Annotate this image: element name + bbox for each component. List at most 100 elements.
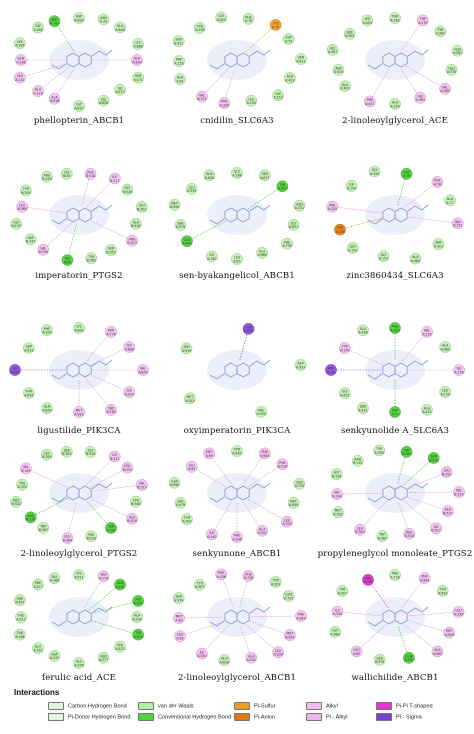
ligand-structure (209, 204, 271, 225)
residue-number: B:387 (39, 528, 48, 532)
residue-name: PHE (245, 572, 251, 576)
residue-name: MET (176, 615, 183, 619)
residue-circle (97, 13, 110, 26)
residue-circle (114, 640, 126, 653)
residue-number: A:985 (433, 652, 442, 656)
residue-name: PHE (88, 533, 94, 537)
residue-number: A:186 (33, 28, 42, 32)
residue-number: A:838 (205, 176, 214, 180)
residue-name: GLY (124, 186, 130, 190)
residue-number: A:150 (348, 248, 357, 252)
residue-circle (400, 446, 413, 458)
residue-number: A:454 (363, 21, 372, 25)
residue-circle (181, 235, 193, 247)
residue-name: TYR (196, 581, 204, 585)
interaction-line (90, 220, 133, 241)
residue-name: MET (186, 395, 193, 399)
residue-circle (389, 322, 401, 334)
residue-name: PHE (392, 325, 398, 329)
panel-caption: oxyimperatorin_PIK3CA (183, 426, 291, 436)
residue-number: B:120 (353, 461, 362, 465)
residue-circle (272, 646, 284, 659)
residue-circle (295, 610, 307, 622)
interaction-line (245, 24, 276, 53)
residue-number: B:385 (131, 502, 140, 506)
residue-name: TYR (183, 516, 191, 520)
residue-name: GLU (448, 66, 455, 70)
residue-number: A:79 (391, 412, 398, 416)
interaction-line (337, 492, 382, 495)
residue-number: A:340 (333, 612, 342, 616)
residue-number: A:423 (422, 410, 431, 414)
residue-number: A:65 (353, 652, 360, 656)
residue-circle (97, 651, 110, 664)
residue-name: ILE (112, 453, 117, 457)
residue-name: TYR (116, 643, 124, 647)
residue-circle (343, 28, 356, 40)
residue-circle (281, 237, 293, 250)
residue-number: A:949 (445, 633, 454, 637)
residue-number: A:953 (438, 591, 447, 595)
residue-number: A:132 (15, 78, 24, 82)
residue-number: B:513 (127, 241, 136, 245)
residue-circle (354, 523, 366, 536)
ligand-structure (367, 204, 429, 225)
interaction-line (403, 457, 434, 486)
residue-name: GLN (406, 654, 413, 658)
residue-number: A:933 (24, 348, 33, 352)
interaction-line (91, 620, 139, 635)
residue-circle (269, 19, 282, 31)
legend-swatch (376, 713, 392, 721)
legend-item-pi-pi-t-shaped: Pi-Pi T-shaped (376, 702, 433, 711)
residue-circle (196, 647, 208, 660)
residue-circle (256, 525, 268, 537)
legend-item-conventional-hydrogen-bond: Conventional Hydrogen Bond (138, 713, 231, 722)
residue-number: B:353 (106, 250, 115, 254)
residue-name: PHE (392, 572, 398, 576)
residue-name: LEU (353, 648, 360, 652)
residue-name: ARG (354, 457, 361, 461)
residue-number: A:354 (132, 617, 141, 621)
residue-number: B:355 (21, 191, 30, 195)
residue-number: A:520 (133, 635, 142, 639)
residue-circle (132, 595, 144, 607)
residue-circle (84, 168, 97, 180)
residue-circle (284, 72, 296, 84)
residue-number: B:352 (137, 207, 146, 211)
residue-name: PHE (422, 575, 428, 579)
interaction-line (242, 453, 266, 485)
legend-swatch (234, 702, 250, 710)
residue-number: A:156 (195, 28, 204, 32)
interaction-line (404, 181, 438, 208)
residue-name: TRP (99, 573, 106, 577)
residue-name: PHE (284, 240, 290, 244)
residue-name: PHE (44, 327, 50, 331)
interaction-line (191, 466, 227, 488)
residue-number: A:780 (106, 410, 115, 414)
residue-name: PHE (279, 461, 285, 465)
residue-circle (22, 342, 35, 354)
residue-name: PHE (17, 597, 23, 601)
residue-name: GLU (234, 170, 241, 174)
residue-circle (231, 253, 243, 265)
residue-circle (121, 183, 134, 196)
